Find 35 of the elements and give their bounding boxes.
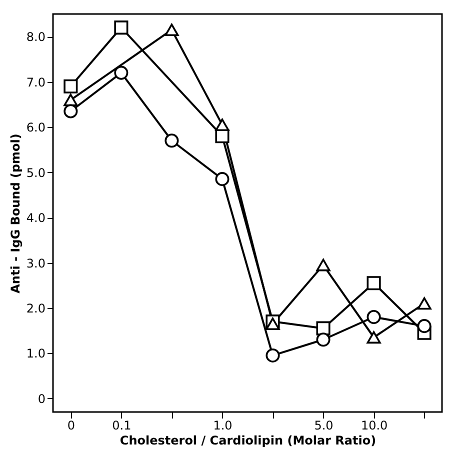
point [114,20,128,35]
point [64,94,78,106]
x-tick-label: 0 [67,418,75,432]
x-tick-label: 1.0 [213,418,232,432]
x-tick-label: 5.0 [314,418,334,432]
y-tick-label: 8.0 [26,30,46,44]
y-tick-label: 6.0 [26,120,46,135]
point [114,66,128,80]
point [215,129,230,144]
point [366,276,381,290]
point [366,310,381,324]
point [266,348,280,362]
y-tick-label: 7.0 [26,75,46,90]
x-tick-label: 10.0 [360,418,388,432]
point [366,331,381,344]
y-tick-label: 2.0 [26,301,46,316]
x-tick-label: 0.1 [112,418,132,432]
y-tick-label: 1.0 [26,346,46,361]
point [266,318,280,330]
y-tick-label: 5.0 [26,166,46,180]
y-tick-label: 0 [38,392,46,406]
y-tick-label: 3.0 [26,256,46,270]
point [316,258,330,272]
point [316,332,330,347]
point [64,104,78,118]
point [417,319,432,334]
point [215,172,230,186]
point [164,134,179,148]
y-axis-title: Anti - IgG Bound (pmol) [8,134,22,294]
point [64,79,78,94]
point [164,24,179,36]
point [215,118,230,132]
y-tick-label: 4.0 [26,211,46,226]
x-axis-title: Cholesterol / Cardiolipin (Molar Ratio) [120,434,376,448]
point [417,297,432,310]
